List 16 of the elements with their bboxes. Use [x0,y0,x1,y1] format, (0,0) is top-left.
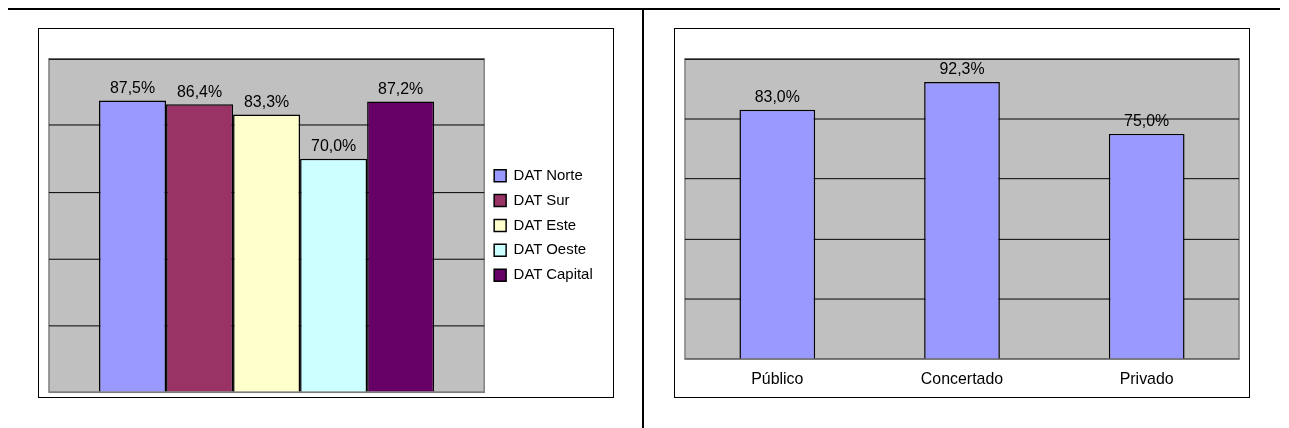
data-label: 83,0% [754,88,800,106]
data-label: 87,5% [109,78,156,96]
legend-label: DAT Sur [513,190,570,208]
legend-label: DAT Capital [513,265,593,283]
data-label: 86,4% [176,82,223,100]
x-tick-label: Público [751,369,804,387]
x-tick-label: Privado [1119,369,1174,387]
x-tick-label: Concertado [920,369,1004,387]
legend-label: DAT Oeste [513,240,587,258]
data-label: 87,2% [378,79,424,97]
data-label: 83,3% [244,92,290,110]
legend-label: DAT Este [513,215,577,233]
data-label: 75,0% [1124,112,1170,130]
data-label: 70,0% [311,137,357,155]
legend-label: DAT Norte [513,165,583,183]
data-label: 92,3% [939,60,985,78]
